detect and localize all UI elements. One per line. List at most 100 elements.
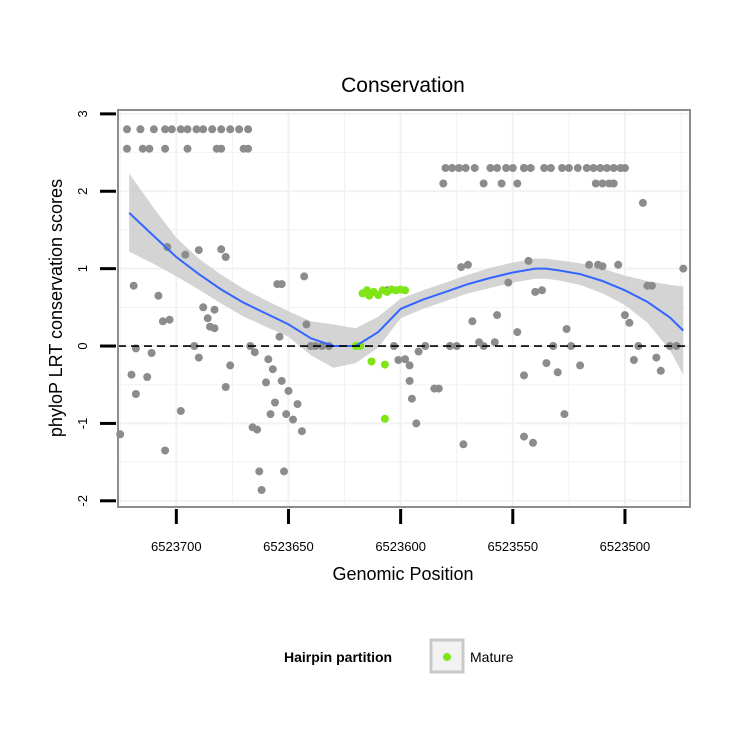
point-other (208, 125, 217, 134)
point-other (591, 179, 600, 188)
x-tick-label: 6523600 (375, 539, 426, 554)
point-other (638, 198, 647, 207)
point-other (217, 144, 226, 153)
point-other (405, 376, 414, 385)
point-other (560, 410, 569, 419)
point-other (161, 446, 170, 455)
point-other (508, 164, 517, 172)
point-other (138, 144, 147, 153)
legend-mature-dot (443, 653, 451, 661)
y-tick-label: -2 (75, 495, 90, 507)
point-other (318, 342, 327, 350)
confidence-band (129, 173, 684, 375)
point-other (123, 125, 131, 134)
point-other (123, 144, 131, 153)
point-other (470, 164, 479, 172)
point-other (221, 253, 230, 261)
point-other (255, 467, 264, 476)
point-other (598, 179, 607, 188)
y-tick-label: 1 (75, 265, 90, 272)
x-tick-label: 6523650 (263, 539, 314, 554)
point-other (268, 365, 277, 374)
y-tick-label: 2 (75, 188, 90, 195)
point-other (558, 164, 567, 172)
point-other (513, 179, 522, 188)
point-other (161, 144, 170, 153)
y-axis-title: phyloP LRT conservation scores (46, 179, 66, 437)
point-other (468, 317, 477, 326)
point-other (136, 125, 145, 134)
point-other (564, 164, 573, 172)
point-other (652, 353, 661, 362)
point-other (154, 291, 163, 300)
point-other (192, 125, 201, 134)
point-other (394, 356, 403, 364)
point-other (280, 467, 288, 476)
point-other (567, 342, 576, 350)
point-other (598, 262, 607, 271)
point-other (609, 164, 618, 172)
point-other (448, 164, 457, 172)
point-other (217, 245, 226, 254)
point-other (457, 263, 466, 272)
point-other (526, 164, 535, 172)
point-other (540, 164, 549, 172)
point-other (143, 373, 152, 381)
point-other (421, 342, 430, 350)
point-other (289, 415, 297, 424)
x-axis: 6523700 6523650 6523600 6523550 6523500 (151, 509, 650, 554)
point-other (176, 125, 185, 134)
x-tick-label: 6523500 (600, 539, 651, 554)
point-other (573, 164, 582, 172)
point-other (235, 125, 244, 134)
point-other (538, 286, 546, 295)
point-other (609, 179, 618, 188)
point-other (264, 355, 273, 364)
point-other (271, 398, 279, 407)
point-other (405, 361, 414, 370)
point-other (524, 256, 533, 265)
point-other (629, 356, 638, 364)
point-other (226, 361, 235, 370)
point-other (603, 164, 611, 172)
point-other (203, 314, 212, 323)
point-other (672, 342, 681, 350)
point-other (596, 164, 605, 172)
point-other (582, 164, 591, 172)
point-other (493, 311, 502, 320)
point-other (576, 361, 585, 370)
legend-label-mature: Mature (470, 649, 514, 665)
point-other (300, 272, 309, 281)
point-other (620, 164, 629, 172)
point-other (412, 419, 421, 428)
point-other (176, 407, 185, 415)
point-other (277, 376, 286, 385)
chart-title: Conservation (341, 74, 465, 97)
x-axis-title: Genomic Position (332, 564, 473, 584)
point-other (282, 410, 291, 419)
point-other (656, 366, 665, 375)
point-other (520, 432, 528, 441)
point-other (199, 125, 208, 134)
point-other (293, 400, 302, 409)
point-other (459, 440, 468, 449)
point-other (161, 125, 170, 134)
point-other (221, 383, 230, 391)
point-other (407, 394, 416, 403)
point-other (620, 311, 629, 320)
point-other (183, 125, 192, 134)
y-tick-label: 3 (75, 110, 90, 117)
point-other (194, 353, 203, 362)
y-tick-label: -1 (75, 418, 90, 430)
point-other (181, 250, 190, 259)
point-other (253, 425, 262, 434)
point-other (401, 355, 410, 364)
point-other (158, 317, 167, 326)
point-other (455, 164, 463, 172)
point-other (529, 438, 537, 447)
y-tick-label: 0 (75, 342, 90, 349)
x-tick-label: 6523700 (151, 539, 202, 554)
point-other (244, 144, 253, 153)
point-other (486, 164, 495, 172)
